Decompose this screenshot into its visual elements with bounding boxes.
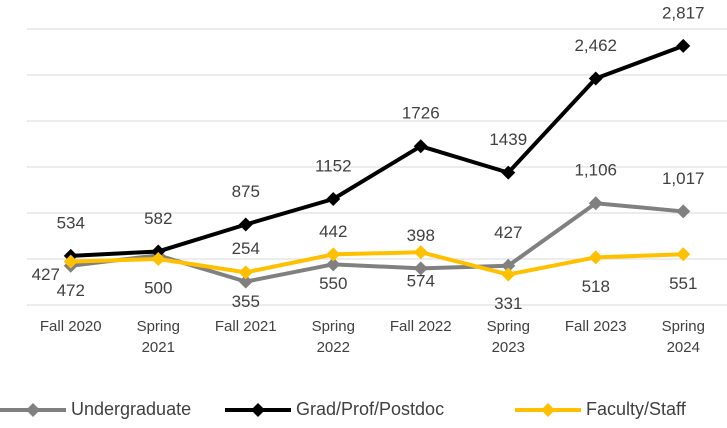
series-line bbox=[70, 43, 684, 258]
data-label: 550 bbox=[319, 274, 347, 293]
data-label: 1,017 bbox=[662, 169, 705, 188]
data-label: 1152 bbox=[315, 157, 352, 176]
data-point bbox=[676, 247, 691, 262]
data-label: 2,817 bbox=[662, 3, 705, 22]
data-point bbox=[326, 192, 341, 207]
data-point bbox=[588, 196, 603, 211]
x-tick-label: Spring 2021 bbox=[136, 318, 180, 356]
data-label: 427 bbox=[32, 265, 60, 284]
data-point bbox=[238, 217, 253, 232]
data-point bbox=[63, 254, 78, 269]
data-label: 2,462 bbox=[574, 36, 617, 55]
data-label: 534 bbox=[57, 213, 85, 232]
data-point bbox=[326, 247, 341, 262]
data-point bbox=[676, 204, 691, 219]
data-point bbox=[238, 274, 253, 289]
data-point bbox=[151, 244, 166, 259]
series-line bbox=[70, 250, 684, 277]
legend-label: Faculty/Staff bbox=[586, 399, 687, 419]
data-point bbox=[588, 71, 603, 86]
data-point bbox=[413, 245, 428, 260]
data-label: 551 bbox=[669, 274, 697, 293]
data-label: 331 bbox=[494, 294, 522, 313]
data-label: 500 bbox=[144, 278, 172, 297]
legend-marker bbox=[26, 403, 40, 417]
data-label: 427 bbox=[494, 223, 522, 242]
data-label: 398 bbox=[407, 226, 435, 245]
data-label: 1,106 bbox=[574, 161, 617, 180]
data-point bbox=[151, 252, 166, 266]
x-tick-label: Fall 2022 bbox=[389, 318, 452, 335]
x-tick-label: Spring 2022 bbox=[311, 318, 355, 356]
x-tick-label: Spring 2024 bbox=[661, 318, 705, 356]
x-tick-label: Spring 2023 bbox=[486, 318, 530, 356]
x-tick-label: Fall 2021 bbox=[214, 318, 277, 335]
data-label: 574 bbox=[407, 272, 435, 291]
data-point bbox=[413, 139, 428, 154]
data-label: 1439 bbox=[489, 130, 527, 149]
x-tick-label: Fall 2020 bbox=[39, 318, 102, 335]
x-tick-label: Fall 2023 bbox=[564, 318, 627, 335]
data-label: 355 bbox=[232, 292, 260, 311]
data-label: 518 bbox=[582, 277, 610, 296]
legend-marker bbox=[251, 403, 265, 417]
data-point bbox=[588, 250, 603, 265]
legend-label: Grad/Prof/Postdoc bbox=[296, 399, 444, 419]
data-point bbox=[501, 165, 516, 180]
data-point bbox=[413, 261, 428, 276]
data-label: 875 bbox=[232, 182, 260, 201]
data-point bbox=[676, 38, 691, 53]
data-label: 254 bbox=[232, 239, 260, 258]
data-point bbox=[326, 257, 341, 272]
data-point bbox=[238, 265, 253, 280]
data-label: 582 bbox=[144, 209, 172, 228]
legend-marker bbox=[541, 403, 555, 417]
data-label: 1726 bbox=[402, 104, 440, 123]
data-label: 472 bbox=[57, 281, 85, 300]
data-point bbox=[501, 258, 516, 273]
legend-label: Undergraduate bbox=[71, 399, 191, 419]
data-point bbox=[501, 267, 516, 282]
data-label: 442 bbox=[319, 222, 347, 241]
